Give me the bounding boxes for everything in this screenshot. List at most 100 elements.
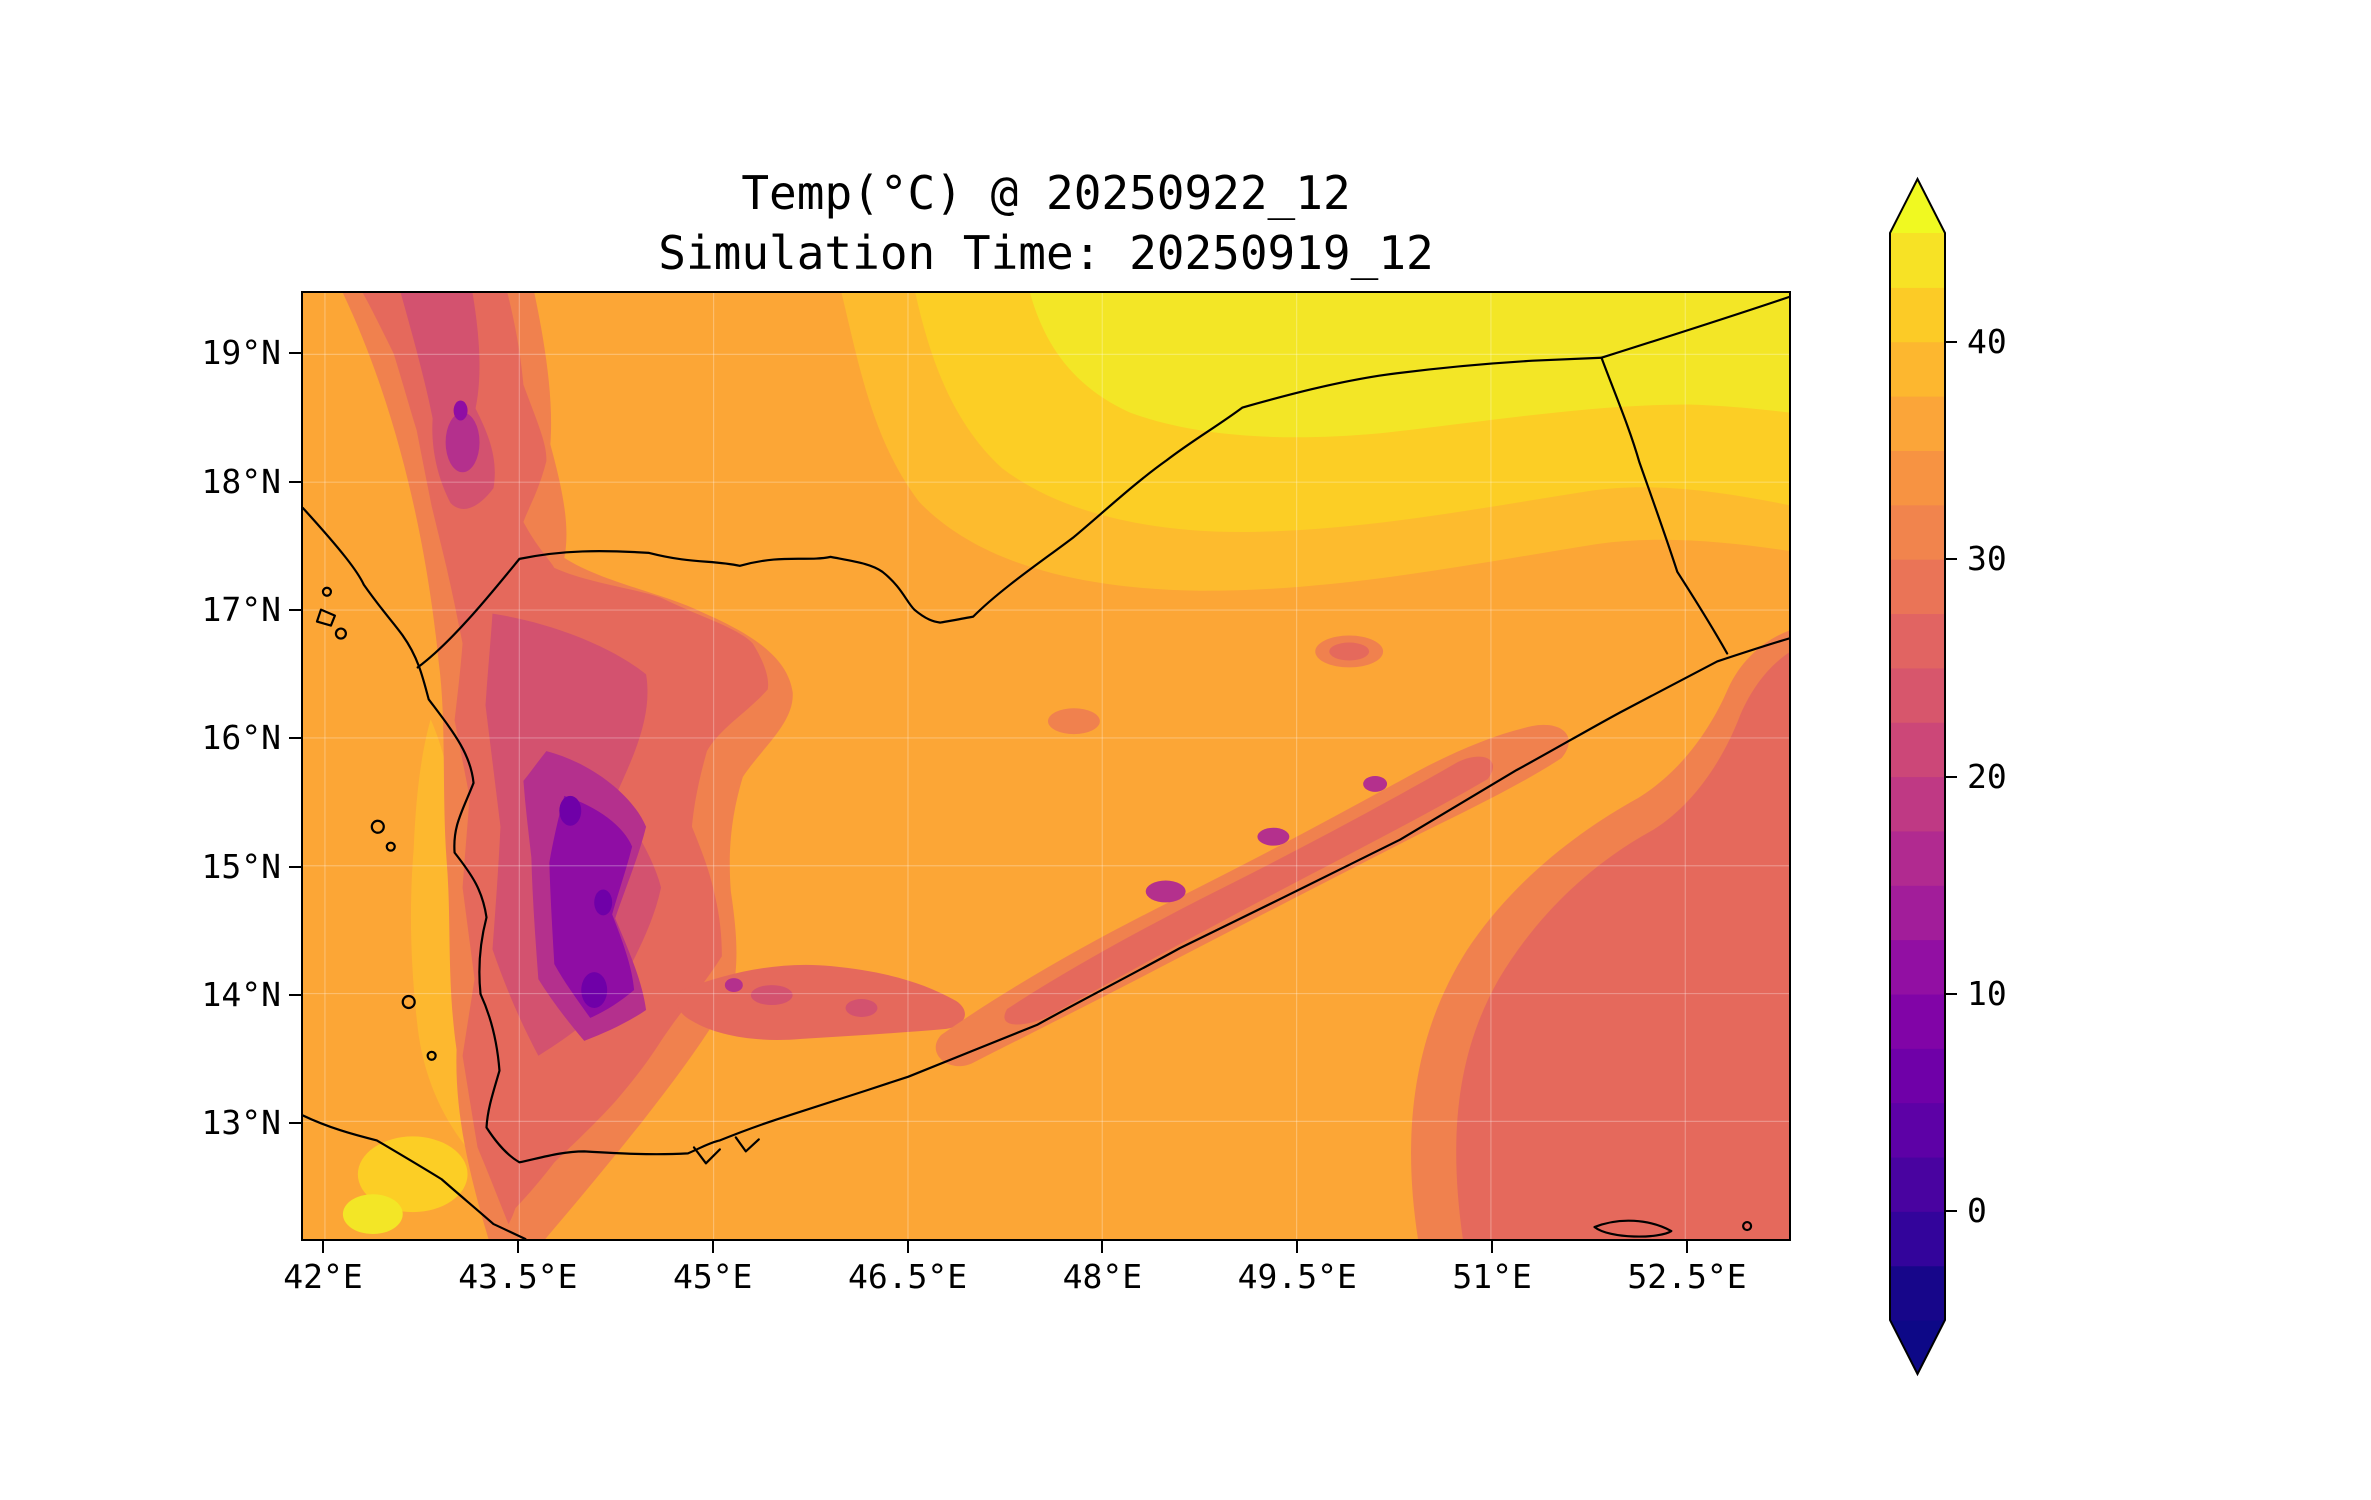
field-hot-coast-patch bbox=[357, 1136, 468, 1213]
x-tick-label: 52.5°E bbox=[1627, 1257, 1747, 1296]
y-tick-label: 15°N bbox=[201, 846, 281, 886]
colorbar-band bbox=[1890, 613, 1945, 669]
island bbox=[334, 627, 347, 640]
x-tick-mark bbox=[711, 1241, 714, 1253]
colorbar-band bbox=[1890, 939, 1945, 995]
field-hot-coast-core bbox=[342, 1194, 403, 1235]
cool-tongue-east bbox=[677, 964, 965, 1040]
x-tick-mark bbox=[906, 1241, 909, 1253]
x-tick-mark bbox=[1296, 1241, 1299, 1253]
y-tick-mark bbox=[289, 1122, 301, 1125]
hadhramaut-cold-spot bbox=[1257, 827, 1290, 846]
colorbar-band bbox=[1890, 396, 1945, 451]
colorbar-band bbox=[1890, 1265, 1945, 1321]
cool-tongue-spot bbox=[750, 985, 793, 1005]
asir-cold-spot bbox=[445, 412, 480, 473]
y-tick-mark bbox=[289, 737, 301, 740]
colorbar-band bbox=[1890, 776, 1945, 832]
coastline-africa bbox=[303, 1114, 527, 1239]
field-hottest-northeast bbox=[1030, 293, 1789, 438]
hadhramaut-cold-spot bbox=[1363, 775, 1388, 792]
x-tick-label: 49.5°E bbox=[1237, 1257, 1357, 1296]
colorbar-over-arrow bbox=[1890, 179, 1945, 233]
small-cool-patch-core bbox=[1329, 642, 1370, 661]
figure-title-block: Temp(°C) @ 20250922_12 Simulation Time: … bbox=[301, 163, 1791, 283]
colorbar bbox=[1889, 176, 1946, 1377]
colorbar-band bbox=[1890, 830, 1945, 886]
island bbox=[370, 819, 385, 834]
x-tick-mark bbox=[1101, 1241, 1104, 1253]
coastline-somalia-tip bbox=[1593, 1219, 1673, 1238]
colorbar-band bbox=[1890, 667, 1945, 723]
temperature-map bbox=[303, 293, 1789, 1239]
y-tick-label: 14°N bbox=[201, 975, 281, 1015]
coastlines-and-borders bbox=[303, 295, 1789, 1239]
y-tick-mark bbox=[289, 994, 301, 997]
colorbar-tick-label: 10 bbox=[1967, 973, 2007, 1013]
colorbar-band bbox=[1890, 885, 1945, 941]
x-tick-label: 45°E bbox=[672, 1257, 753, 1296]
island bbox=[426, 1050, 437, 1061]
x-tick-label: 46.5°E bbox=[847, 1257, 968, 1296]
map-plot-area bbox=[301, 291, 1791, 1241]
colorbar-tick-label: 0 bbox=[1967, 1191, 1987, 1231]
colorbar-band bbox=[1890, 1102, 1945, 1158]
colorbar-band bbox=[1890, 1048, 1945, 1104]
highlands-purple-core bbox=[549, 795, 635, 1018]
cool-tongue-spot bbox=[845, 999, 878, 1017]
hadhramaut-band-core bbox=[1004, 756, 1493, 1025]
x-tick-label: 42°E bbox=[283, 1257, 363, 1296]
colorbar-band bbox=[1890, 233, 1945, 288]
x-tick-label: 48°E bbox=[1062, 1257, 1143, 1296]
coastline-arabia bbox=[303, 506, 1789, 1164]
graticule-lines bbox=[303, 293, 1789, 1239]
colorbar-band bbox=[1890, 559, 1945, 615]
coldest-spot bbox=[594, 889, 613, 916]
coldest-spot bbox=[559, 795, 582, 826]
colorbar-outline bbox=[1889, 176, 1946, 1377]
colorbar-band bbox=[1890, 287, 1945, 343]
x-tick-mark bbox=[322, 1241, 324, 1253]
y-tick-label: 16°N bbox=[201, 718, 281, 758]
border-saudi-oman bbox=[1600, 295, 1789, 359]
colorbar-band bbox=[1890, 341, 1945, 397]
y-tick-label: 19°N bbox=[201, 333, 281, 373]
island bbox=[401, 994, 416, 1010]
colorbar-tick-mark bbox=[1945, 340, 1957, 343]
field-southeast-cool-region bbox=[1456, 652, 1789, 1239]
colorbar-band bbox=[1890, 722, 1945, 778]
colorbar-tick-label: 20 bbox=[1967, 756, 2007, 796]
x-tick-mark bbox=[1685, 1241, 1688, 1253]
colorbar-band bbox=[1890, 1211, 1945, 1267]
island bbox=[321, 586, 333, 597]
y-tick-mark bbox=[289, 480, 301, 483]
aden-peninsula bbox=[692, 1146, 721, 1165]
small-cool-patch bbox=[1047, 708, 1100, 735]
figure-title: Temp(°C) @ 20250922_12 bbox=[741, 166, 1351, 220]
hadhramaut-cold-spot bbox=[1145, 880, 1186, 903]
y-tick-mark bbox=[289, 865, 301, 868]
cool-tongue-core bbox=[724, 978, 743, 993]
colorbar-tick-mark bbox=[1945, 1210, 1957, 1213]
x-tick-mark bbox=[516, 1241, 519, 1253]
y-tick-label: 17°N bbox=[201, 589, 281, 629]
colorbar-band bbox=[1890, 1156, 1945, 1212]
colorbar-band bbox=[1890, 450, 1945, 506]
x-tick-label: 51°E bbox=[1452, 1257, 1532, 1296]
island bbox=[1742, 1220, 1753, 1232]
y-tick-mark bbox=[289, 608, 301, 611]
colorbar-band bbox=[1890, 993, 1945, 1049]
aden-peninsula bbox=[734, 1136, 760, 1153]
colorbar-tick-label: 30 bbox=[1967, 539, 2007, 579]
island-farasan bbox=[315, 608, 337, 627]
figure-subtitle: Simulation Time: 20250919_12 bbox=[658, 226, 1434, 280]
colorbar-tick-mark bbox=[1945, 775, 1957, 778]
border-saudi-yemen bbox=[416, 356, 1603, 669]
x-tick-mark bbox=[1491, 1241, 1494, 1253]
colorbar-tick-label: 40 bbox=[1967, 321, 2007, 361]
colorbar-tick-mark bbox=[1945, 558, 1957, 561]
colorbar-under-arrow bbox=[1890, 1320, 1945, 1374]
y-tick-label: 13°N bbox=[201, 1103, 281, 1143]
colorbar-tick-mark bbox=[1945, 992, 1957, 995]
